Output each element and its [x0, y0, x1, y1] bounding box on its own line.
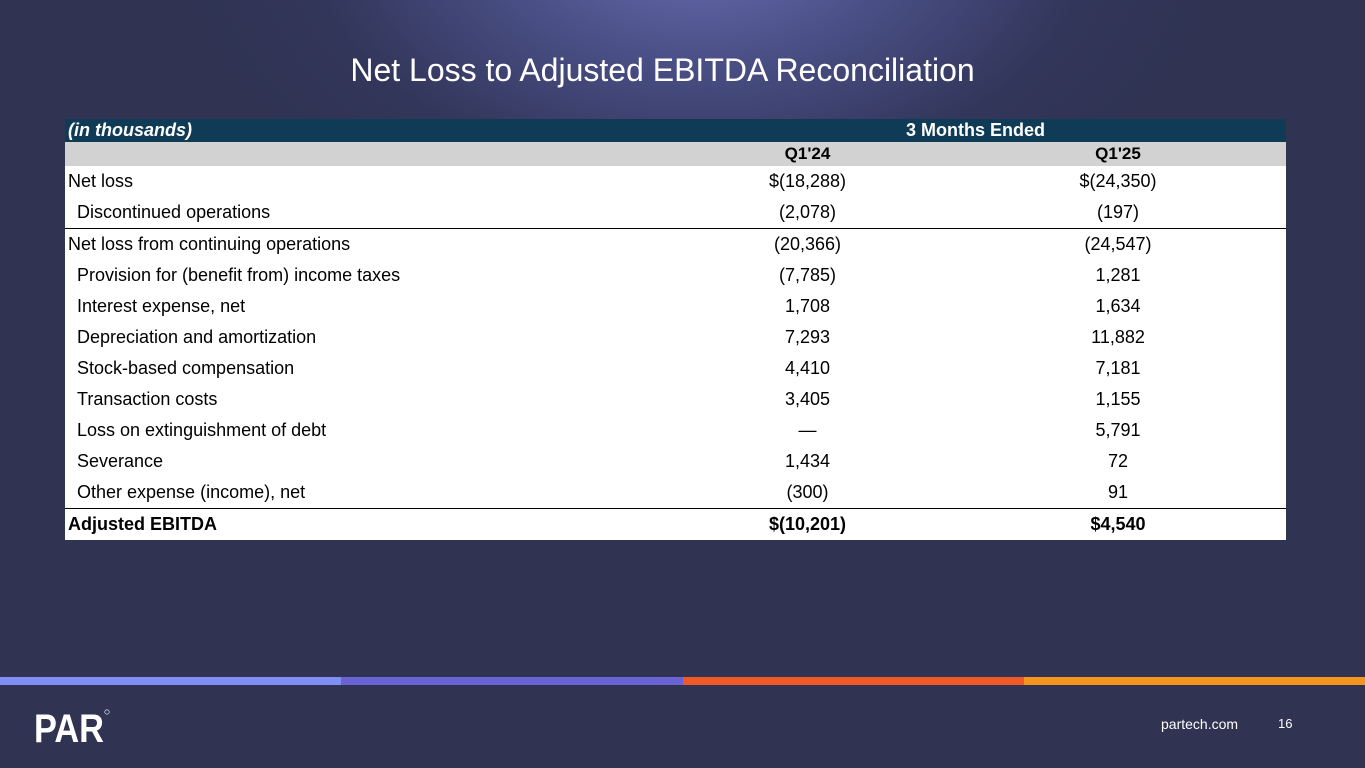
value-q1-25: 11,882: [1091, 327, 1145, 347]
row-label: Transaction costs: [77, 389, 218, 409]
value-q1-25: 72: [1107, 451, 1129, 471]
value-q1-24: 1,434: [784, 451, 831, 471]
table-row: Other expense (income), net (300) 91: [65, 477, 1286, 509]
stripe-segment: [0, 677, 342, 685]
value-q1-24: $(18,288): [768, 171, 847, 191]
row-label: Loss on extinguishment of debt: [77, 420, 327, 440]
column-header-q1-24: Q1'24: [665, 142, 950, 166]
website-label: partech.com: [1161, 716, 1239, 732]
value-q1-25: 5,791: [1095, 420, 1141, 440]
total-row: Adjusted EBITDA $(10,201) $4,540: [65, 508, 1286, 540]
value-q1-25: 1,155: [1095, 389, 1141, 409]
row-label: Discontinued operations: [77, 202, 271, 222]
row-label: Severance: [77, 451, 164, 471]
table-row: Transaction costs 3,405 1,155: [65, 384, 1286, 415]
row-label: Adjusted EBITDA: [65, 508, 665, 540]
table-row: Net loss $(18,288) $(24,350): [65, 166, 1286, 197]
logo-text: PAR: [34, 707, 104, 745]
value-q1-24: 7,293: [784, 327, 831, 347]
registered-mark-icon: [104, 709, 110, 715]
row-label: Interest expense, net: [77, 296, 246, 316]
table-row: Severance 1,434 72: [65, 446, 1286, 477]
footer-color-stripes: [0, 677, 1365, 685]
column-header-row: Q1'24 Q1'25: [65, 142, 1286, 166]
row-label: Depreciation and amortization: [77, 327, 317, 347]
value-q1-24: (20,366): [665, 228, 950, 260]
table-row: Interest expense, net 1,708 1,634: [65, 291, 1286, 322]
value-q1-25: (24,547): [950, 228, 1286, 260]
page-number: 16: [1278, 716, 1293, 731]
row-label: Net loss from continuing operations: [65, 228, 665, 260]
row-label: Net loss: [68, 171, 134, 191]
unit-label: (in thousands): [65, 119, 665, 142]
value-q1-24: $(10,201): [665, 508, 950, 540]
column-header-blank: [65, 142, 665, 166]
value-q1-24: —: [798, 420, 817, 440]
reconciliation-table: (in thousands) 3 Months Ended Q1'24 Q1'2…: [65, 119, 1286, 540]
value-q1-24: 4,410: [784, 358, 831, 378]
table-row: Discontinued operations (2,078) (197): [65, 197, 1286, 229]
value-q1-25: 1,281: [1095, 265, 1141, 285]
row-label: Stock-based compensation: [77, 358, 295, 378]
table-row: Provision for (benefit from) income taxe…: [65, 260, 1286, 291]
column-header-q1-25: Q1'25: [950, 142, 1286, 166]
table-row: Depreciation and amortization 7,293 11,8…: [65, 322, 1286, 353]
value-q1-25: (197): [1096, 202, 1140, 222]
table-row: Net loss from continuing operations (20,…: [65, 228, 1286, 260]
table-row: Stock-based compensation 4,410 7,181: [65, 353, 1286, 384]
value-q1-25: $4,540: [950, 508, 1286, 540]
row-label: Other expense (income), net: [77, 482, 306, 502]
par-logo: PAR: [34, 707, 110, 745]
stripe-segment: [1023, 677, 1365, 685]
value-q1-25: 1,634: [1095, 296, 1141, 316]
row-label: Provision for (benefit from) income taxe…: [77, 265, 401, 285]
value-q1-24: (300): [786, 482, 829, 502]
value-q1-25: 91: [1107, 482, 1129, 502]
value-q1-25: $(24,350): [1079, 171, 1157, 191]
value-q1-25: 7,181: [1095, 358, 1141, 378]
value-q1-24: (7,785): [778, 265, 837, 285]
value-q1-24: 1,708: [784, 296, 831, 316]
slide-title: Net Loss to Adjusted EBITDA Reconciliati…: [350, 52, 975, 88]
value-q1-24: 3,405: [784, 389, 831, 409]
stripe-segment: [682, 677, 1024, 685]
table-header-row: (in thousands) 3 Months Ended: [65, 119, 1286, 142]
table-row: Loss on extinguishment of debt — 5,791: [65, 415, 1286, 446]
period-header: 3 Months Ended: [665, 119, 1286, 142]
stripe-segment: [341, 677, 683, 685]
value-q1-24: (2,078): [778, 202, 837, 222]
